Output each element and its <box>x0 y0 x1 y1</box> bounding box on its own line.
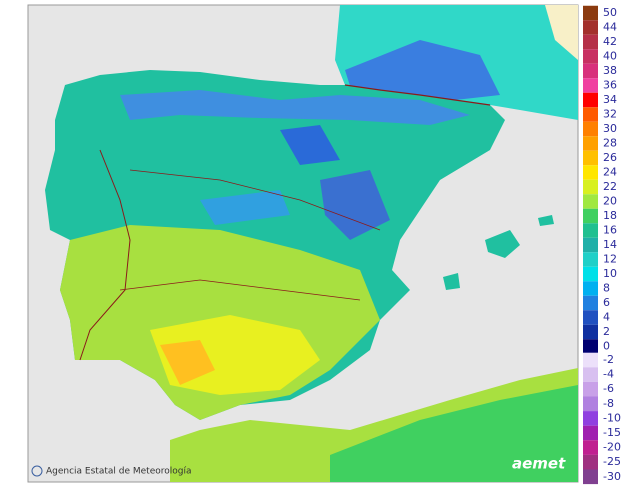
legend-label: 28 <box>603 137 617 150</box>
legend-swatch <box>583 237 598 253</box>
teruel-cold <box>320 170 390 240</box>
legend-label: 2 <box>603 325 610 338</box>
legend-label: -4 <box>603 368 614 381</box>
legend-label: 0 <box>603 340 610 353</box>
legend-swatch <box>583 92 598 108</box>
legend-label: 12 <box>603 253 617 266</box>
border <box>79 149 131 361</box>
iberian-cold <box>280 125 340 165</box>
legend-swatch <box>583 411 598 426</box>
legend-label: 50 <box>603 6 617 19</box>
legend-swatch <box>583 352 598 368</box>
legend-label: -8 <box>603 397 614 410</box>
legend-label: 4 <box>603 311 610 324</box>
legend-swatch <box>583 454 598 470</box>
legend-swatch <box>583 440 598 455</box>
legend-label: -15 <box>603 426 621 439</box>
legend-swatch <box>583 281 598 296</box>
border <box>129 169 381 231</box>
legend-label: 42 <box>603 35 617 48</box>
legend-swatch <box>583 223 598 238</box>
legend-label: 34 <box>603 93 617 106</box>
hot-spot <box>160 340 215 385</box>
legend-swatch <box>583 266 598 282</box>
legend-label: 32 <box>603 108 617 121</box>
legend-label: 40 <box>603 50 617 63</box>
legend-swatch <box>583 208 598 224</box>
legend-swatch <box>583 295 598 311</box>
legend-label: -25 <box>603 455 621 468</box>
legend-label: 8 <box>603 282 610 295</box>
border <box>344 84 491 106</box>
legend-swatch <box>583 63 598 79</box>
legend-swatch <box>583 252 598 267</box>
legend-label: -2 <box>603 353 614 366</box>
legend-swatch <box>583 150 598 166</box>
legend-label: 16 <box>603 224 617 237</box>
central-cold <box>200 190 290 225</box>
legend-label: -20 <box>603 441 621 454</box>
legend-swatch <box>583 425 598 441</box>
legend-label: -10 <box>603 411 621 424</box>
legend-swatch <box>583 107 598 122</box>
legend-label: 26 <box>603 151 617 164</box>
legend-swatch <box>583 49 598 64</box>
legend-label: 36 <box>603 79 617 92</box>
legend-label: 18 <box>603 209 617 222</box>
logo: aemet <box>512 455 566 473</box>
credit: Agencia Estatal de Meteorología <box>46 467 192 477</box>
legend-label: 22 <box>603 180 617 193</box>
legend-swatch <box>583 78 598 93</box>
legend-swatch <box>583 469 598 485</box>
legend-label: -6 <box>603 382 614 395</box>
legend-swatch <box>583 310 598 325</box>
legend-label: 24 <box>603 166 617 179</box>
legend-swatch <box>583 194 598 209</box>
legend-swatch <box>583 121 598 137</box>
legend-swatch <box>583 396 598 412</box>
border <box>119 279 361 301</box>
legend-swatch <box>583 339 598 354</box>
legend-label: 10 <box>603 267 617 280</box>
alps <box>545 5 578 60</box>
legend-label: 44 <box>603 21 617 34</box>
legend-label: 14 <box>603 238 617 251</box>
legend-swatch <box>583 5 598 21</box>
legend-swatch <box>583 179 598 195</box>
legend-label: 30 <box>603 122 617 135</box>
legend-swatch <box>583 20 598 35</box>
legend-swatch <box>583 165 598 180</box>
menorca <box>538 215 554 226</box>
legend-label: 20 <box>603 195 617 208</box>
france-cold <box>345 40 500 100</box>
credit-icon <box>31 465 43 477</box>
mallorca <box>485 230 520 258</box>
ibiza <box>443 273 460 290</box>
legend-swatch <box>583 367 598 382</box>
legend-swatch <box>583 324 598 340</box>
legend-label: 6 <box>603 296 610 309</box>
legend-label: -30 <box>603 470 621 483</box>
africa-cool <box>330 385 578 482</box>
cantabrian-cold <box>120 90 470 125</box>
legend-swatch <box>583 34 598 50</box>
legend-swatch <box>583 136 598 151</box>
legend-swatch <box>583 381 598 397</box>
legend-label: 38 <box>603 64 617 77</box>
